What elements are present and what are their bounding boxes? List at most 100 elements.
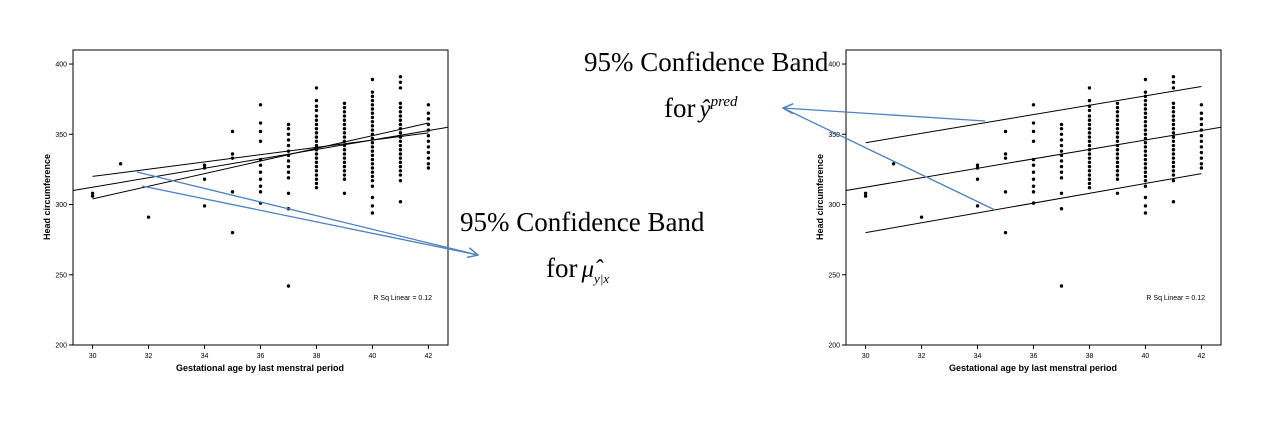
- data-point: [1059, 149, 1064, 153]
- data-point: [370, 170, 375, 174]
- data-point: [314, 98, 319, 103]
- y-tick-label: 250: [55, 272, 67, 279]
- y-axis: 200 250 300 350 400: [828, 62, 846, 350]
- data-point: [1171, 118, 1176, 122]
- y-tick-label: 400: [55, 62, 67, 69]
- data-point: [1031, 184, 1036, 188]
- data-point: [1171, 105, 1176, 110]
- data-point: [90, 194, 95, 198]
- data-point: [286, 122, 291, 127]
- data-point: [1115, 156, 1120, 160]
- data-point: [342, 135, 347, 139]
- data-point: [398, 110, 403, 114]
- data-point: [1115, 110, 1120, 114]
- data-point: [1143, 119, 1148, 124]
- pi-lower-line: [865, 173, 1202, 234]
- data-point: [398, 101, 403, 106]
- data-point: [1115, 152, 1120, 156]
- x-tick-label: 36: [1030, 353, 1038, 360]
- data-point: [398, 164, 403, 169]
- data-point: [1143, 178, 1148, 183]
- data-point: [370, 184, 375, 188]
- data-point: [1031, 129, 1036, 134]
- x-axis: 30 32 34 36 38 40 42: [862, 345, 1206, 360]
- data-point: [370, 162, 375, 166]
- data-point: [1171, 178, 1176, 183]
- plot-frame: [72, 49, 449, 346]
- data-point: [146, 215, 151, 219]
- data-point: [286, 138, 291, 142]
- data-point: [863, 194, 868, 198]
- data-point: [1087, 164, 1092, 169]
- x-tick-label: 32: [918, 353, 926, 360]
- ci-upper-line: [92, 132, 429, 177]
- data-point: [398, 131, 403, 135]
- data-point: [1059, 170, 1064, 174]
- mean-band-title: 95% Confidence Band: [460, 207, 705, 237]
- data-point: [202, 204, 207, 208]
- y-tick-label: 200: [828, 343, 840, 350]
- data-point: [314, 143, 319, 148]
- data-point: [1171, 131, 1176, 135]
- x-tick-label: 40: [369, 353, 377, 360]
- data-point: [1199, 150, 1204, 155]
- data-point: [1087, 86, 1092, 90]
- data-point: [1143, 145, 1148, 149]
- data-point: [1031, 163, 1036, 167]
- y-axis-label: Head circumference: [815, 154, 825, 240]
- data-point: [314, 122, 319, 127]
- pred-band-symbol: ŷ: [699, 96, 711, 123]
- data-point: [342, 105, 347, 110]
- data-point: [342, 164, 347, 169]
- data-point: [1115, 126, 1120, 131]
- data-point: [1171, 160, 1176, 165]
- data-point: [1087, 98, 1092, 103]
- data-point: [1143, 153, 1148, 158]
- mean-band-symbol: μ̂: [581, 256, 595, 283]
- data-point: [286, 284, 291, 288]
- data-point: [1059, 176, 1064, 180]
- x-tick-label: 30: [862, 353, 870, 360]
- data-point: [426, 111, 431, 115]
- data-point: [398, 118, 403, 122]
- data-point: [426, 139, 431, 144]
- data-point: [398, 178, 403, 183]
- data-point: [975, 163, 980, 167]
- data-point: [1087, 131, 1092, 135]
- data-point: [1087, 139, 1092, 144]
- data-point: [258, 139, 263, 144]
- pred-band-superscript: pred: [710, 94, 738, 110]
- data-point: [1115, 114, 1120, 118]
- y-tick-label: 300: [828, 202, 840, 209]
- data-point: [1003, 152, 1008, 156]
- data-point: [342, 131, 347, 135]
- data-point: [342, 191, 347, 195]
- data-point: [1059, 159, 1064, 163]
- data-point: [1031, 121, 1036, 125]
- data-point: [314, 114, 319, 118]
- x-tick-label: 30: [89, 353, 97, 360]
- pi-upper-line: [865, 86, 1202, 144]
- data-point: [1059, 164, 1064, 169]
- data-point: [314, 156, 319, 160]
- x-tick-label: 34: [974, 353, 982, 360]
- y-tick-label: 400: [828, 62, 840, 69]
- pred-band-title: 95% Confidence Band: [584, 47, 829, 77]
- data-point: [1087, 135, 1092, 139]
- data-point: [1199, 139, 1204, 144]
- data-point: [1171, 156, 1176, 160]
- x-tick-label: 42: [425, 353, 433, 360]
- arrow-mean-band-1: [136, 171, 478, 255]
- data-point: [314, 126, 319, 131]
- data-point: [258, 163, 263, 167]
- x-tick-label: 42: [1198, 353, 1206, 360]
- x-axis-label: Gestational age by last menstral period: [949, 363, 1117, 373]
- data-point: [1171, 152, 1176, 156]
- data-point: [1059, 122, 1064, 127]
- data-point: [258, 103, 263, 107]
- data-point: [230, 152, 235, 156]
- data-point: [342, 101, 347, 106]
- data-point: [398, 86, 403, 90]
- r-squared-label: R Sq Linear = 0.12: [373, 295, 432, 302]
- x-axis: 30 32 34 36 38 40 42: [89, 345, 433, 360]
